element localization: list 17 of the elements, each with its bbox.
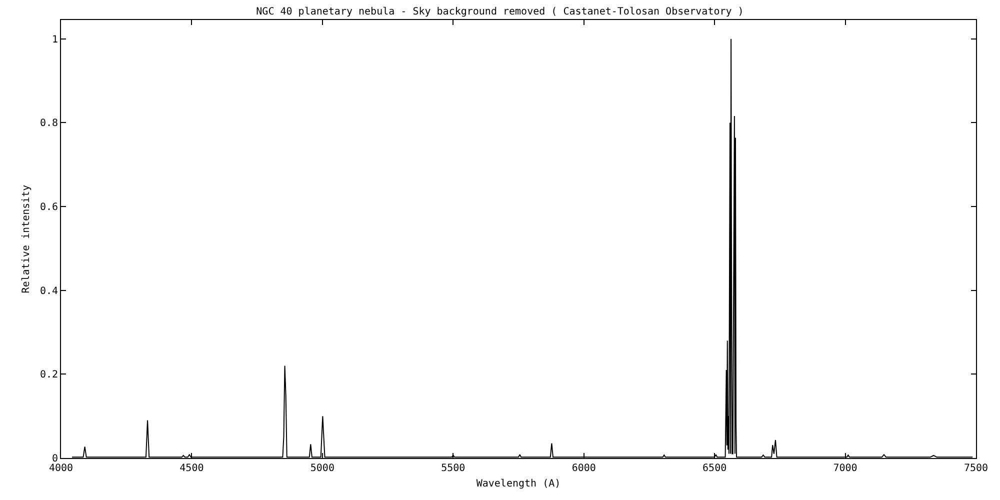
chart-title: NGC 40 planetary nebula - Sky background removed ( Castanet-Tolosan Observatory ) [256,6,744,18]
x-tick-label: 4000 [48,463,74,474]
x-tick-label: 7500 [964,463,988,474]
y-tick-label: 0 [52,454,58,464]
y-axis-title: Relative intensity [20,184,32,294]
x-tick-label: 6500 [702,463,727,474]
x-tick-label: 5500 [441,463,466,474]
y-tick-label: 1 [52,34,58,46]
y-tick-label: 0.6 [40,202,58,214]
x-tick-label: 7000 [833,463,858,474]
x-axis-title: Wavelength (A) [476,478,561,490]
y-tick-label: 0.4 [40,286,58,297]
x-tick-label: 5000 [310,463,334,474]
x-tick-label: 6000 [572,463,596,474]
y-tick-label: 0.2 [40,370,58,381]
y-tick-label: 0.8 [40,118,58,130]
x-tick-label: 4500 [180,463,204,474]
